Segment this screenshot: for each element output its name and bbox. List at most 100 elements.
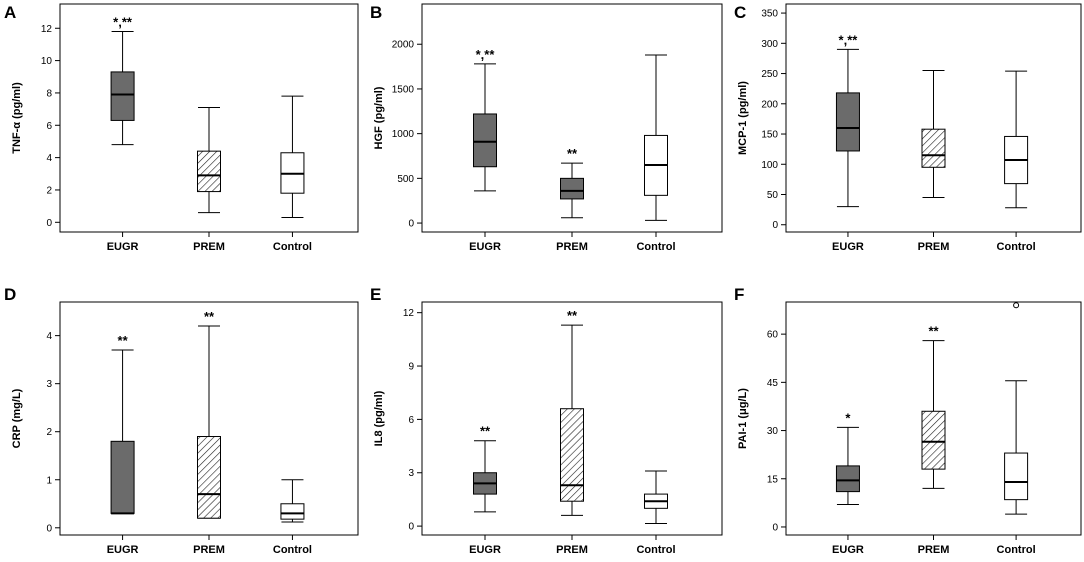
category-label-eugr: EUGR	[469, 241, 501, 253]
box-control	[1004, 70, 1029, 209]
y-tick-label: 50	[767, 190, 779, 201]
y-axis-title: HGF (pg/ml)	[373, 86, 385, 149]
box-body	[835, 92, 860, 152]
category-label-eugr: EUGR	[107, 544, 139, 556]
y-tick-label: 3	[408, 468, 414, 479]
significance-annotation: **	[928, 324, 939, 339]
box-prem	[197, 106, 221, 214]
box-prem: **	[921, 324, 946, 489]
box-body	[921, 128, 946, 168]
box-body	[560, 177, 584, 200]
y-tick-label: 350	[761, 9, 778, 20]
category-label-control: Control	[273, 544, 312, 556]
y-tick-label: 0	[46, 218, 52, 229]
y-tick-label: 1000	[392, 129, 415, 140]
y-tick-label: 2000	[392, 40, 415, 51]
y-axis-title: CRP (mg/L)	[11, 388, 23, 448]
panel-d: D 0 1 2 3 4 CRP (mg/L) EUGR PREM Control ** **	[4, 285, 359, 556]
panel-letter: D	[4, 285, 16, 304]
category-label-prem: PREM	[193, 241, 225, 253]
y-tick-label: 30	[767, 426, 779, 437]
significance-annotation: *	[845, 410, 851, 425]
y-axis-title: PAI-1 (μg/L)	[737, 388, 749, 449]
outlier-point	[1013, 302, 1020, 309]
box-prem: **	[560, 308, 584, 516]
y-tick-label: 6	[46, 121, 52, 132]
box-eugr: *,**	[835, 32, 860, 208]
significance-annotation: **	[480, 424, 491, 439]
y-axis-title: IL8 (pg/ml)	[373, 390, 385, 446]
y-tick-label: 4	[46, 153, 52, 164]
box-body	[197, 436, 221, 519]
box-control	[644, 470, 668, 524]
box-body	[280, 503, 305, 520]
significance-annotation: *,**	[113, 14, 133, 29]
box-body	[110, 71, 135, 121]
box-eugr: *,**	[473, 47, 497, 192]
box-body	[1004, 452, 1029, 501]
box-body	[110, 440, 135, 514]
box-control	[280, 95, 305, 218]
category-label-eugr: EUGR	[107, 241, 139, 253]
significance-annotation: **	[118, 333, 129, 348]
category-label-control: Control	[636, 544, 675, 556]
box-control	[644, 54, 668, 221]
y-tick-label: 250	[761, 69, 778, 80]
box-prem: **	[560, 146, 584, 219]
category-label-control: Control	[273, 241, 312, 253]
category-label-prem: PREM	[918, 544, 950, 556]
y-tick-label: 0	[772, 522, 778, 533]
category-label-prem: PREM	[556, 544, 588, 556]
y-tick-label: 150	[761, 130, 778, 141]
panel-letter: A	[4, 3, 16, 22]
box-body	[560, 408, 584, 502]
y-tick-label: 2	[46, 185, 52, 196]
category-label-prem: PREM	[556, 241, 588, 253]
y-tick-label: 0	[408, 219, 414, 230]
y-tick-label: 4	[46, 331, 52, 342]
category-label-eugr: EUGR	[469, 544, 501, 556]
y-tick-label: 1500	[392, 84, 415, 95]
significance-annotation: **	[567, 308, 578, 323]
box-eugr: *,**	[110, 14, 135, 146]
box-body	[197, 150, 221, 193]
y-tick-label: 1	[46, 475, 52, 486]
panel-letter: F	[734, 285, 744, 304]
significance-annotation: **	[204, 309, 215, 324]
panel-a: A 0 2 4 6 8 10 12 TNF-α (pg/ml) EUGR PREM Control *,…	[4, 3, 359, 253]
box-prem	[921, 70, 946, 199]
significance-annotation: **	[567, 146, 578, 161]
y-tick-label: 100	[761, 160, 778, 171]
category-label-prem: PREM	[918, 241, 950, 253]
y-tick-label: 12	[41, 24, 53, 35]
y-tick-label: 0	[772, 220, 778, 231]
category-label-prem: PREM	[193, 544, 225, 556]
panel-letter: E	[370, 285, 381, 304]
y-tick-label: 3	[46, 379, 52, 390]
y-tick-label: 12	[403, 308, 415, 319]
panel-c: C 0 50 100 150 200 250 300 350 MCP-1 (pg/ml) EUGR P…	[734, 3, 1082, 253]
y-tick-label: 6	[408, 415, 414, 426]
panel-e: E 0 3 6 9 12 IL8 (pg/ml) EUGR PREM Control ** **	[370, 285, 723, 556]
y-axis-title: TNF-α (pg/ml)	[11, 82, 23, 154]
y-tick-label: 45	[767, 378, 779, 389]
y-tick-label: 8	[46, 88, 52, 99]
y-tick-label: 60	[767, 330, 779, 341]
box-body	[835, 465, 860, 493]
significance-annotation: *,**	[839, 32, 859, 47]
y-axis-title: MCP-1 (pg/ml)	[737, 81, 749, 155]
box-eugr: *	[835, 410, 860, 505]
category-label-eugr: EUGR	[832, 544, 864, 556]
box-eugr: **	[110, 333, 135, 515]
panel-letter: B	[370, 3, 382, 22]
significance-annotation: *,**	[476, 47, 496, 62]
category-label-eugr: EUGR	[832, 241, 864, 253]
box-body	[921, 410, 946, 470]
y-tick-label: 10	[41, 56, 53, 67]
y-tick-label: 0	[408, 522, 414, 533]
y-tick-label: 15	[767, 474, 779, 485]
y-tick-label: 300	[761, 39, 778, 50]
category-label-control: Control	[636, 241, 675, 253]
